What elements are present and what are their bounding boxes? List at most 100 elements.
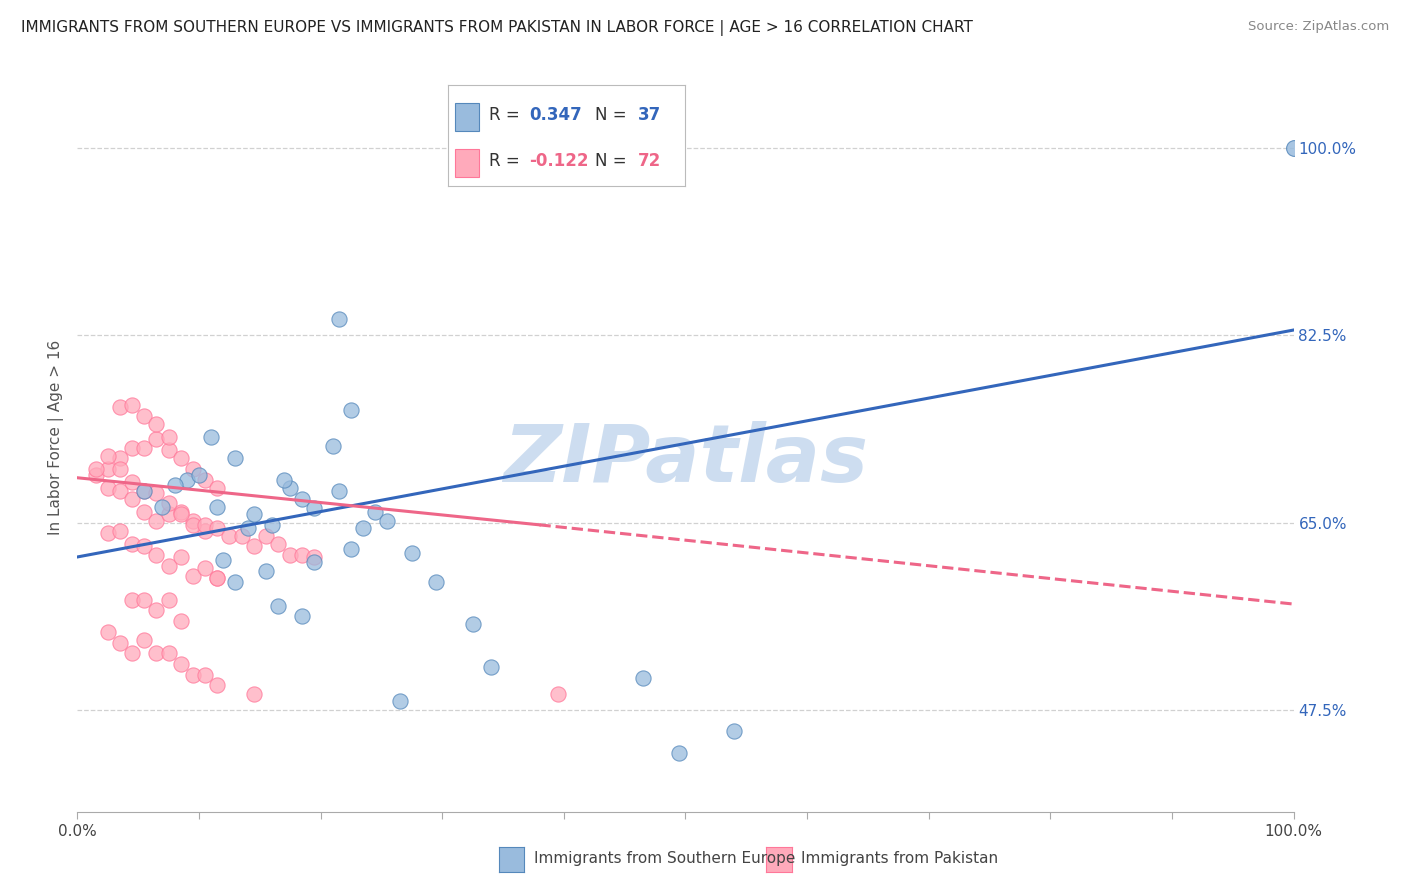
Point (260, 517, 283, 532)
Point (328, 312, 350, 326)
Point (224, 574, 246, 589)
Text: IMMIGRANTS FROM SOUTHERN EUROPE VS IMMIGRANTS FROM PAKISTAN IN LABOR FORCE | AGE: IMMIGRANTS FROM SOUTHERN EUROPE VS IMMIG… (21, 20, 973, 36)
Point (188, 467, 211, 482)
Point (668, 746, 690, 760)
Point (84, 462, 107, 476)
Point (340, 542, 363, 557)
Point (181, 569, 204, 583)
Point (479, 660, 502, 674)
Point (205, 571, 228, 585)
Point (145, 646, 167, 660)
Point (157, 430, 180, 444)
Point (134, 539, 156, 553)
Point (181, 517, 204, 532)
Point (97, 450, 120, 464)
Point (108, 524, 131, 539)
Point (152, 500, 174, 514)
Point (328, 483, 350, 498)
Point (134, 441, 156, 455)
Point (170, 549, 193, 564)
Point (364, 505, 387, 519)
Point (291, 608, 314, 623)
Point (205, 500, 228, 514)
Point (205, 482, 228, 496)
Point (145, 514, 167, 528)
Point (170, 507, 193, 521)
Point (267, 537, 290, 551)
Point (108, 400, 131, 414)
Point (145, 432, 167, 446)
Point (181, 514, 204, 528)
Point (170, 657, 193, 671)
Point (254, 564, 277, 578)
Point (254, 528, 277, 542)
Point (97, 624, 120, 639)
Point (212, 553, 235, 567)
Point (157, 558, 180, 573)
Text: Immigrants from Southern Europe: Immigrants from Southern Europe (534, 851, 796, 865)
Point (200, 430, 222, 444)
Point (231, 528, 253, 542)
Point (97, 462, 120, 476)
Point (631, 671, 654, 685)
Point (145, 417, 167, 432)
Point (181, 667, 204, 681)
Point (461, 617, 484, 632)
Point (121, 646, 143, 660)
Point (121, 537, 143, 551)
Point (108, 462, 131, 476)
Point (304, 555, 326, 569)
Point (181, 462, 204, 476)
Point (278, 548, 301, 562)
Point (157, 496, 180, 510)
Point (145, 548, 167, 562)
Point (194, 560, 217, 574)
Point (205, 571, 228, 585)
Point (108, 451, 131, 466)
Point (163, 478, 186, 492)
Point (134, 505, 156, 519)
Point (194, 667, 217, 681)
Point (121, 475, 143, 489)
Point (121, 492, 143, 507)
Point (205, 521, 228, 535)
Point (242, 539, 264, 553)
Point (425, 574, 447, 589)
Text: ZIPatlas: ZIPatlas (503, 420, 868, 499)
Point (145, 603, 167, 617)
Point (84, 467, 107, 482)
Point (145, 485, 167, 500)
Point (134, 409, 156, 423)
Y-axis label: In Labor Force | Age > 16: In Labor Force | Age > 16 (48, 340, 65, 534)
Point (322, 439, 344, 453)
Point (194, 517, 217, 532)
Point (340, 403, 363, 417)
Point (134, 633, 156, 648)
Point (157, 507, 180, 521)
Point (273, 473, 295, 487)
Point (170, 505, 193, 519)
Point (278, 482, 301, 496)
Point (547, 687, 569, 701)
Point (291, 492, 314, 507)
Point (224, 451, 246, 466)
Point (97, 482, 120, 496)
Point (97, 526, 120, 541)
Point (401, 546, 423, 560)
Point (121, 592, 143, 607)
Point (304, 500, 326, 515)
Point (157, 592, 180, 607)
Point (194, 524, 217, 539)
Text: Immigrants from Pakistan: Immigrants from Pakistan (801, 851, 998, 865)
Point (170, 451, 193, 466)
Point (304, 549, 326, 564)
Point (121, 398, 143, 412)
Point (267, 599, 290, 614)
Text: Source: ZipAtlas.com: Source: ZipAtlas.com (1249, 20, 1389, 33)
Point (121, 441, 143, 455)
Point (1282, 141, 1305, 155)
Point (377, 514, 399, 528)
Point (134, 483, 156, 498)
Point (157, 646, 180, 660)
Point (194, 473, 217, 487)
